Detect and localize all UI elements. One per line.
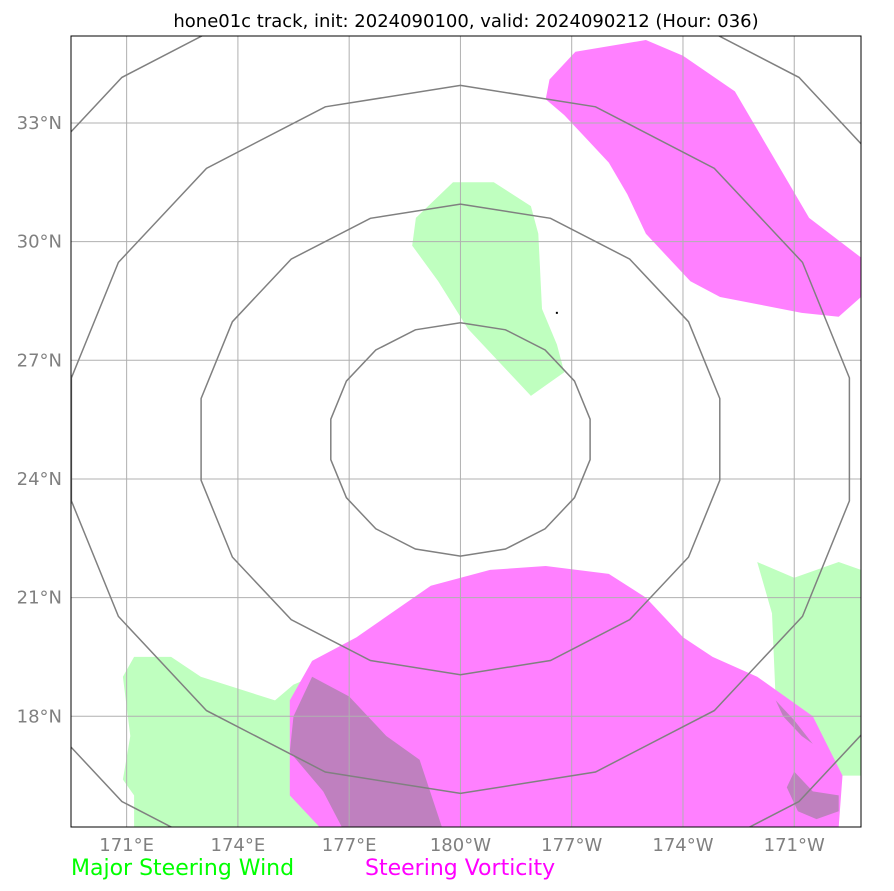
steering-vorticity-region-2	[289, 566, 843, 827]
latitude-tick-labels: 33°N 30°N 27°N 24°N 21°N 18°N	[17, 113, 62, 727]
range-ring-1	[330, 321, 591, 557]
range-ring-3	[71, 84, 851, 795]
track-point	[555, 311, 558, 314]
steering-wind-region-3	[757, 562, 861, 776]
map-frame	[70, 35, 862, 828]
steering-wind-region-2	[122, 656, 342, 827]
latitude-tick-label: 21°N	[17, 588, 62, 609]
legend-vorticity-label: Steering Vorticity	[365, 856, 555, 881]
longitude-tick-label: 171°E	[99, 835, 154, 856]
range-ring-2	[200, 203, 721, 676]
steering-vorticity-region-1	[545, 40, 861, 317]
overlap-region-1	[289, 676, 442, 827]
overlap-region-3	[786, 771, 839, 820]
longitude-tick-label: 177°W	[541, 835, 602, 856]
legend-wind-label: Major Steering Wind	[71, 856, 294, 881]
longitude-tick-label: 180°W	[430, 835, 491, 856]
track-layer	[555, 311, 558, 314]
map-title: hone01c track, init: 2024090100, valid: …	[173, 11, 758, 32]
latitude-tick-label: 27°N	[17, 350, 62, 371]
latitude-tick-label: 30°N	[17, 232, 62, 253]
longitude-tick-label: 174°W	[652, 835, 713, 856]
steering-vorticity-layer	[289, 40, 861, 827]
longitude-tick-labels: 171°E 174°E 177°E 180°W 177°W 174°W 171°W	[99, 835, 825, 856]
longitude-tick-label: 171°W	[764, 835, 825, 856]
latitude-tick-label: 33°N	[17, 113, 62, 134]
graticule	[71, 36, 861, 827]
steering-wind-layer	[122, 182, 861, 827]
latitude-tick-label: 24°N	[17, 469, 62, 490]
longitude-tick-label: 177°E	[322, 835, 377, 856]
latitude-tick-label: 18°N	[17, 706, 62, 727]
overlap-layer	[289, 676, 839, 827]
steering-wind-region-1	[412, 182, 565, 396]
longitude-tick-label: 174°E	[211, 835, 266, 856]
